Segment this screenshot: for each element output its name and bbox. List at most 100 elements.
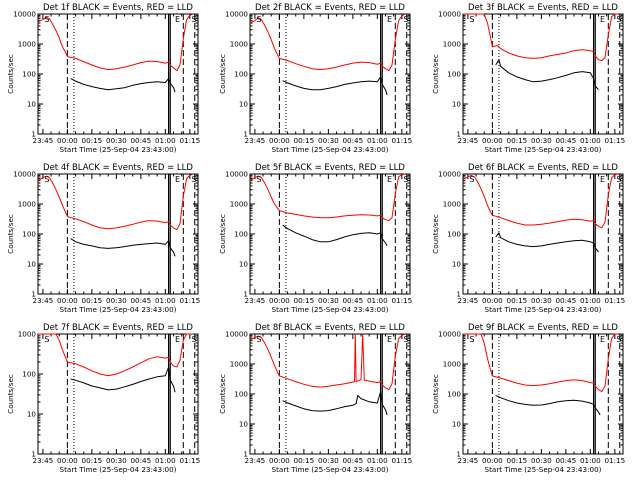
y-axis-label: Counts/sec (431, 214, 440, 254)
y-tick-label: 1 (456, 130, 461, 139)
x-tick-label: 23:45 (33, 456, 54, 465)
x-tick-label: 01:15 (179, 456, 200, 465)
series-line-lld (463, 333, 619, 393)
y-tick-label: 10000 (438, 170, 461, 179)
y-tick-label: 1 (243, 450, 248, 459)
x-tick-label: 01:00 (580, 296, 601, 305)
y-tick-label: 10 (27, 260, 37, 269)
x-tick-label: 01:00 (580, 136, 601, 145)
x-tick-label: 00:30 (318, 456, 339, 465)
y-tick-label: 10000 (225, 170, 248, 179)
marker-label: S (469, 15, 474, 24)
panel-title: Det 8f BLACK = Events, RED = LLD (255, 323, 405, 333)
marker-label: S (44, 175, 49, 184)
y-axis-label: Counts/sec (218, 374, 227, 414)
x-tick-label: 00:15 (294, 136, 315, 145)
x-tick-label: 01:00 (367, 296, 388, 305)
marker-label: E (387, 175, 392, 184)
y-tick-label: 1 (31, 450, 36, 459)
y-tick-label: 100 (22, 230, 36, 239)
x-tick-label: 23:45 (245, 456, 266, 465)
y-tick-label: 100 (22, 70, 36, 79)
series-line-events (70, 238, 176, 257)
x-tick-label: 01:00 (367, 136, 388, 145)
series-line-events (70, 78, 176, 93)
x-tick-label: 00:30 (531, 136, 552, 145)
y-tick-label: 10000 (225, 330, 248, 339)
y-tick-label: 10000 (13, 170, 36, 179)
x-tick-label: 01:15 (391, 456, 412, 465)
panel-title: Det 5f BLACK = Events, RED = LLD (255, 163, 405, 173)
panel-det-4f: Det 4f BLACK = Events, RED = LLD 1 10 100 10… (6, 163, 200, 314)
y-tick-label: 100 (234, 70, 248, 79)
plot-frame (37, 173, 199, 295)
marker-label: S (403, 15, 408, 24)
x-tick-label: 00:00 (57, 456, 78, 465)
x-tick-label: 00:45 (555, 136, 576, 145)
x-axis-label: Start Time (25-Sep-04 23:43:00) (60, 305, 177, 314)
x-tick-label: 00:00 (482, 296, 503, 305)
y-axis-label: Counts/sec (6, 374, 15, 414)
series-line-lld (38, 333, 194, 377)
y-axis-label: Counts/sec (218, 54, 227, 94)
marker-label: S (191, 15, 196, 24)
plot-frame (249, 13, 411, 135)
series-line-lld (249, 13, 406, 72)
y-axis-label: Counts/sec (431, 374, 440, 414)
x-tick-label: 01:00 (155, 296, 176, 305)
panel-title: Det 1f BLACK = Events, RED = LLD (43, 3, 193, 13)
x-tick-label: 23:45 (245, 296, 266, 305)
x-tick-label: 00:30 (318, 136, 339, 145)
x-tick-label: 01:00 (155, 456, 176, 465)
marker-label: S (256, 335, 261, 344)
panel-title: Det 9f BLACK = Events, RED = LLD (468, 323, 618, 333)
series-line-events (495, 394, 601, 416)
x-tick-label: 00:00 (57, 136, 78, 145)
series-line-events (70, 366, 176, 393)
x-tick-label: 23:45 (458, 456, 479, 465)
marker-label: S (616, 175, 621, 184)
y-tick-label: 1 (456, 450, 461, 459)
x-tick-label: 00:45 (342, 456, 363, 465)
y-axis-label: Counts/sec (218, 214, 227, 254)
x-axis-label: Start Time (25-Sep-04 23:43:00) (272, 145, 389, 154)
panel-det-3f: Det 3f BLACK = Events, RED = LLD 1 10 100 10… (431, 3, 625, 154)
y-axis-label: Counts/sec (6, 54, 15, 94)
x-tick-label: 01:15 (604, 456, 625, 465)
y-tick-label: 10 (452, 260, 462, 269)
marker-label: S (44, 15, 49, 24)
x-tick-label: 00:45 (555, 296, 576, 305)
x-tick-label: 00:30 (531, 456, 552, 465)
series-line-events (282, 224, 388, 247)
x-tick-label: 00:00 (269, 456, 290, 465)
y-tick-label: 100 (234, 230, 248, 239)
y-tick-label: 10 (452, 100, 462, 109)
marker-label: S (616, 15, 621, 24)
series-line-lld (37, 173, 194, 231)
x-tick-label: 00:15 (507, 296, 528, 305)
x-tick-label: 01:15 (604, 296, 625, 305)
x-tick-label: 23:45 (458, 136, 479, 145)
marker-label: E (600, 335, 605, 344)
marker-label: S (403, 335, 408, 344)
series-line-lld (249, 333, 406, 391)
series-line-events (495, 232, 599, 253)
panel-title: Det 2f BLACK = Events, RED = LLD (255, 3, 405, 13)
y-tick-label: 10 (452, 420, 462, 429)
y-tick-label: 100 (447, 70, 461, 79)
y-tick-label: 1000 (230, 200, 249, 209)
x-tick-label: 00:30 (531, 296, 552, 305)
y-tick-label: 100 (447, 230, 461, 239)
marker-label: E (175, 335, 180, 344)
x-tick-label: 01:15 (604, 136, 625, 145)
plot-frame (462, 333, 624, 455)
x-tick-label: 00:15 (507, 136, 528, 145)
x-tick-label: 00:30 (106, 296, 127, 305)
plot-frame (37, 13, 199, 135)
x-tick-label: 01:00 (367, 456, 388, 465)
y-tick-label: 10 (27, 410, 37, 419)
plot-frame (249, 173, 411, 295)
x-axis-label: Start Time (25-Sep-04 23:43:00) (272, 465, 389, 474)
x-tick-label: 00:30 (106, 136, 127, 145)
